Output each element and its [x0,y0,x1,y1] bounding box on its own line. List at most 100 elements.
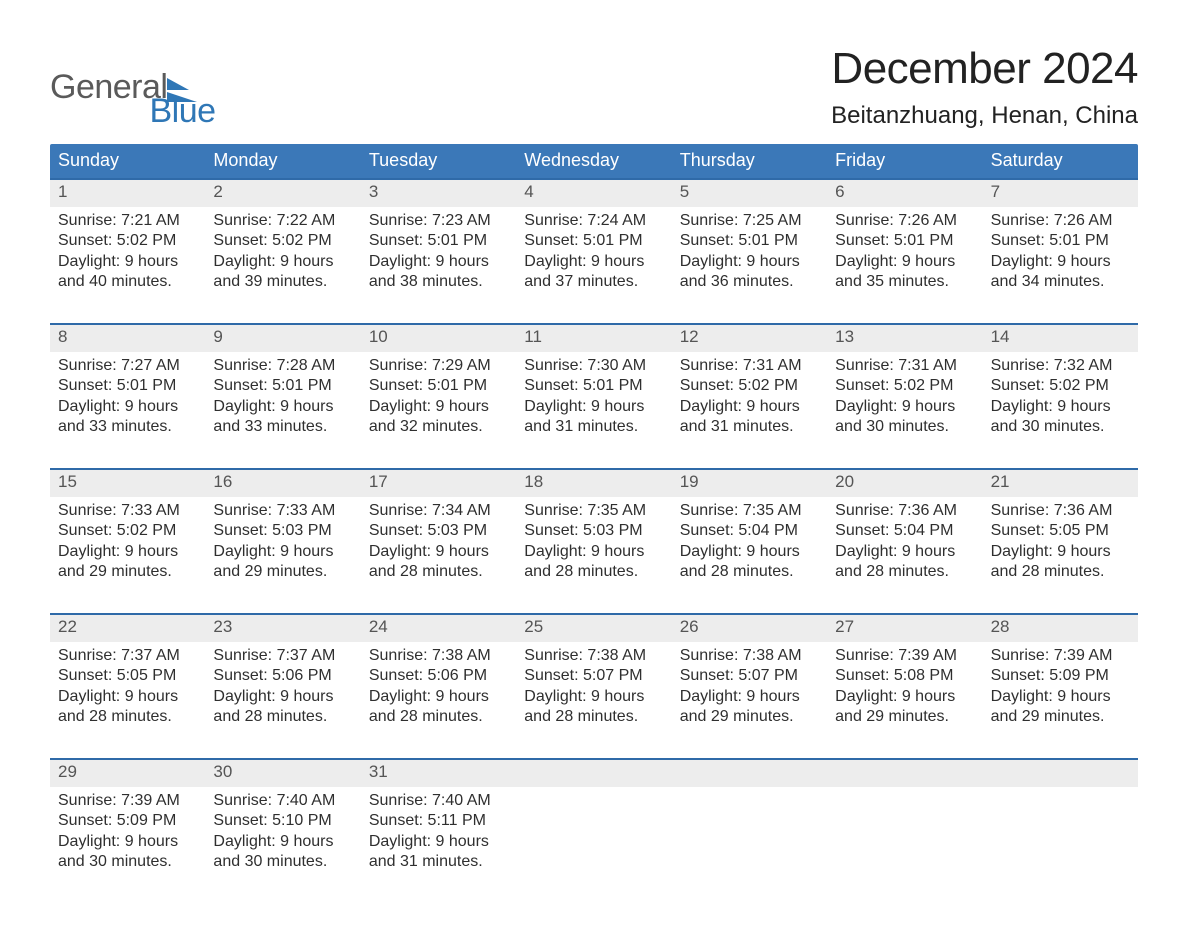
day-cell: Sunrise: 7:22 AM Sunset: 5:02 PM Dayligh… [205,207,360,297]
day-cell: Sunrise: 7:37 AM Sunset: 5:05 PM Dayligh… [50,642,205,732]
day-cell: Sunrise: 7:38 AM Sunset: 5:07 PM Dayligh… [516,642,671,732]
day-number: 30 [205,760,360,787]
day-number: 8 [50,325,205,352]
day-number [672,760,827,787]
day-details: Sunrise: 7:30 AM Sunset: 5:01 PM Dayligh… [524,356,663,438]
day-details: Sunrise: 7:33 AM Sunset: 5:03 PM Dayligh… [213,501,352,583]
day-number: 13 [827,325,982,352]
day-number: 27 [827,615,982,642]
dow-saturday: Saturday [983,144,1138,178]
day-cell: Sunrise: 7:34 AM Sunset: 5:03 PM Dayligh… [361,497,516,587]
day-details: Sunrise: 7:23 AM Sunset: 5:01 PM Dayligh… [369,211,508,293]
day-cell: Sunrise: 7:33 AM Sunset: 5:03 PM Dayligh… [205,497,360,587]
weeks-container: 1234567Sunrise: 7:21 AM Sunset: 5:02 PM … [50,178,1138,877]
day-cell: Sunrise: 7:40 AM Sunset: 5:11 PM Dayligh… [361,787,516,877]
week-row: 293031Sunrise: 7:39 AM Sunset: 5:09 PM D… [50,758,1138,877]
day-number: 20 [827,470,982,497]
day-cell: Sunrise: 7:24 AM Sunset: 5:01 PM Dayligh… [516,207,671,297]
day-details: Sunrise: 7:40 AM Sunset: 5:10 PM Dayligh… [213,791,352,873]
day-details: Sunrise: 7:38 AM Sunset: 5:06 PM Dayligh… [369,646,508,728]
day-cell: Sunrise: 7:35 AM Sunset: 5:03 PM Dayligh… [516,497,671,587]
day-cell: Sunrise: 7:38 AM Sunset: 5:07 PM Dayligh… [672,642,827,732]
logo-word-2: Blue [149,94,215,128]
day-number-bar: 15161718192021 [50,470,1138,497]
day-details: Sunrise: 7:26 AM Sunset: 5:01 PM Dayligh… [991,211,1130,293]
calendar: Sunday Monday Tuesday Wednesday Thursday… [50,144,1138,877]
day-details: Sunrise: 7:32 AM Sunset: 5:02 PM Dayligh… [991,356,1130,438]
day-number: 18 [516,470,671,497]
day-number: 6 [827,180,982,207]
day-number: 23 [205,615,360,642]
day-number: 3 [361,180,516,207]
day-cell: Sunrise: 7:26 AM Sunset: 5:01 PM Dayligh… [827,207,982,297]
day-number: 2 [205,180,360,207]
dow-monday: Monday [205,144,360,178]
day-number: 11 [516,325,671,352]
day-details: Sunrise: 7:39 AM Sunset: 5:09 PM Dayligh… [991,646,1130,728]
day-number: 16 [205,470,360,497]
day-number: 9 [205,325,360,352]
day-details: Sunrise: 7:34 AM Sunset: 5:03 PM Dayligh… [369,501,508,583]
day-details: Sunrise: 7:35 AM Sunset: 5:04 PM Dayligh… [680,501,819,583]
day-cell: Sunrise: 7:25 AM Sunset: 5:01 PM Dayligh… [672,207,827,297]
dow-sunday: Sunday [50,144,205,178]
day-cell: Sunrise: 7:38 AM Sunset: 5:06 PM Dayligh… [361,642,516,732]
day-number: 17 [361,470,516,497]
day-cell: Sunrise: 7:37 AM Sunset: 5:06 PM Dayligh… [205,642,360,732]
day-cell: Sunrise: 7:33 AM Sunset: 5:02 PM Dayligh… [50,497,205,587]
day-cell: Sunrise: 7:30 AM Sunset: 5:01 PM Dayligh… [516,352,671,442]
day-number-bar: 891011121314 [50,325,1138,352]
day-cell: Sunrise: 7:36 AM Sunset: 5:05 PM Dayligh… [983,497,1138,587]
week-row: 22232425262728Sunrise: 7:37 AM Sunset: 5… [50,613,1138,732]
day-number: 24 [361,615,516,642]
page: General Blue December 2024 Beitanzhuang,… [0,0,1188,937]
day-cell: Sunrise: 7:26 AM Sunset: 5:01 PM Dayligh… [983,207,1138,297]
day-number: 21 [983,470,1138,497]
day-number: 31 [361,760,516,787]
header: General Blue December 2024 Beitanzhuang,… [50,44,1138,130]
heading: December 2024 Beitanzhuang, Henan, China [831,44,1138,130]
day-cell: Sunrise: 7:27 AM Sunset: 5:01 PM Dayligh… [50,352,205,442]
day-details: Sunrise: 7:37 AM Sunset: 5:05 PM Dayligh… [58,646,197,728]
day-number: 10 [361,325,516,352]
day-details: Sunrise: 7:36 AM Sunset: 5:05 PM Dayligh… [991,501,1130,583]
day-details: Sunrise: 7:31 AM Sunset: 5:02 PM Dayligh… [680,356,819,438]
day-details: Sunrise: 7:26 AM Sunset: 5:01 PM Dayligh… [835,211,974,293]
day-details: Sunrise: 7:39 AM Sunset: 5:08 PM Dayligh… [835,646,974,728]
day-details: Sunrise: 7:39 AM Sunset: 5:09 PM Dayligh… [58,791,197,873]
dow-tuesday: Tuesday [361,144,516,178]
day-details: Sunrise: 7:38 AM Sunset: 5:07 PM Dayligh… [524,646,663,728]
day-number [827,760,982,787]
day-cell: Sunrise: 7:39 AM Sunset: 5:08 PM Dayligh… [827,642,982,732]
day-details: Sunrise: 7:38 AM Sunset: 5:07 PM Dayligh… [680,646,819,728]
logo: General Blue [50,44,272,104]
day-cell: Sunrise: 7:35 AM Sunset: 5:04 PM Dayligh… [672,497,827,587]
day-details: Sunrise: 7:27 AM Sunset: 5:01 PM Dayligh… [58,356,197,438]
week-row: 891011121314 Sunrise: 7:27 AM Sunset: 5:0… [50,323,1138,442]
day-number: 5 [672,180,827,207]
dow-wednesday: Wednesday [516,144,671,178]
day-number [983,760,1138,787]
day-number: 19 [672,470,827,497]
location: Beitanzhuang, Henan, China [831,102,1138,130]
day-cell: Sunrise: 7:39 AM Sunset: 5:09 PM Dayligh… [50,787,205,877]
day-cell: Sunrise: 7:31 AM Sunset: 5:02 PM Dayligh… [827,352,982,442]
day-cell: Sunrise: 7:28 AM Sunset: 5:01 PM Dayligh… [205,352,360,442]
week-row: 1234567Sunrise: 7:21 AM Sunset: 5:02 PM … [50,178,1138,297]
day-details: Sunrise: 7:21 AM Sunset: 5:02 PM Dayligh… [58,211,197,293]
day-number [516,760,671,787]
day-details: Sunrise: 7:24 AM Sunset: 5:01 PM Dayligh… [524,211,663,293]
day-details: Sunrise: 7:29 AM Sunset: 5:01 PM Dayligh… [369,356,508,438]
day-number: 15 [50,470,205,497]
day-cell: Sunrise: 7:31 AM Sunset: 5:02 PM Dayligh… [672,352,827,442]
day-details: Sunrise: 7:31 AM Sunset: 5:02 PM Dayligh… [835,356,974,438]
day-number: 26 [672,615,827,642]
day-cell: Sunrise: 7:32 AM Sunset: 5:02 PM Dayligh… [983,352,1138,442]
day-cell: Sunrise: 7:29 AM Sunset: 5:01 PM Dayligh… [361,352,516,442]
day-details: Sunrise: 7:22 AM Sunset: 5:02 PM Dayligh… [213,211,352,293]
day-cell: Sunrise: 7:39 AM Sunset: 5:09 PM Dayligh… [983,642,1138,732]
day-number: 22 [50,615,205,642]
dow-friday: Friday [827,144,982,178]
week-row: 15161718192021Sunrise: 7:33 AM Sunset: 5… [50,468,1138,587]
day-cell: Sunrise: 7:36 AM Sunset: 5:04 PM Dayligh… [827,497,982,587]
